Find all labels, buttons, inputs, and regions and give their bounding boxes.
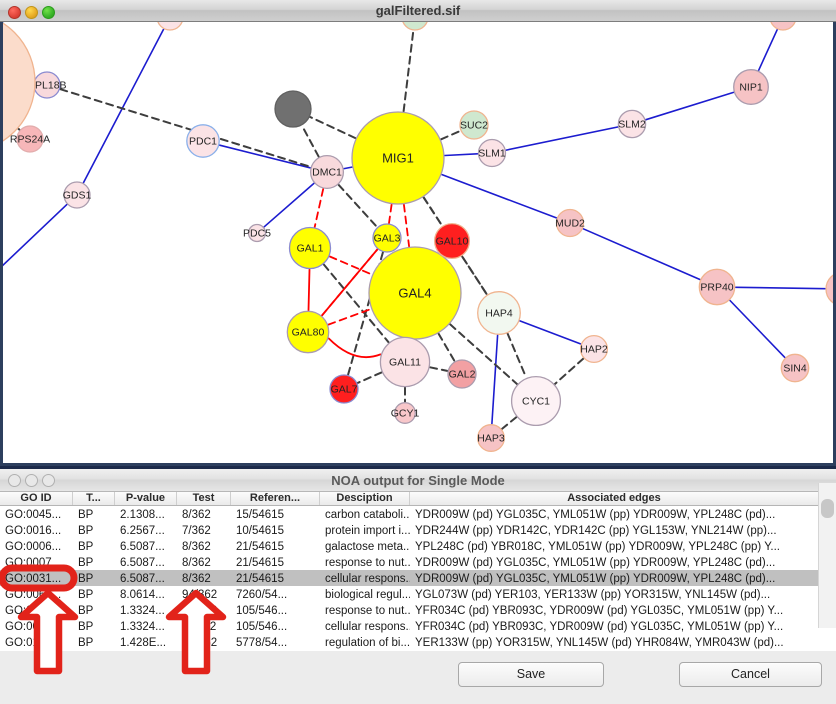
svg-text:PDC1: PDC1 [189,136,217,148]
svg-text:SLM2: SLM2 [618,119,646,131]
svg-text:SLM1: SLM1 [478,148,506,160]
svg-text:GAL1: GAL1 [297,243,324,255]
svg-text:RPS24A: RPS24A [10,134,50,146]
svg-text:CYC1: CYC1 [522,396,550,408]
svg-text:HAP3: HAP3 [477,433,505,445]
svg-text:NIP1: NIP1 [739,82,763,94]
svg-text:DMC1: DMC1 [312,167,342,179]
svg-text:MUD2: MUD2 [555,218,585,230]
svg-text:SUC2: SUC2 [460,120,488,132]
svg-text:GAL4: GAL4 [398,286,431,301]
svg-text:SIN4: SIN4 [783,363,807,375]
svg-text:GCY1: GCY1 [391,408,420,420]
svg-text:MIG1: MIG1 [382,151,414,166]
svg-text:GAL7: GAL7 [331,384,358,396]
svg-text:GAL80: GAL80 [292,327,325,339]
svg-text:PRP40: PRP40 [700,282,733,294]
svg-text:PDC5: PDC5 [243,228,271,240]
svg-text:GAL10: GAL10 [436,236,469,248]
svg-text:GAL11: GAL11 [389,357,421,369]
svg-text:HAP2: HAP2 [580,344,608,356]
svg-text:GDS1: GDS1 [63,190,92,202]
svg-text:HAP4: HAP4 [485,308,513,320]
svg-text:GAL2: GAL2 [449,369,476,381]
svg-text:GAL3: GAL3 [374,233,401,245]
